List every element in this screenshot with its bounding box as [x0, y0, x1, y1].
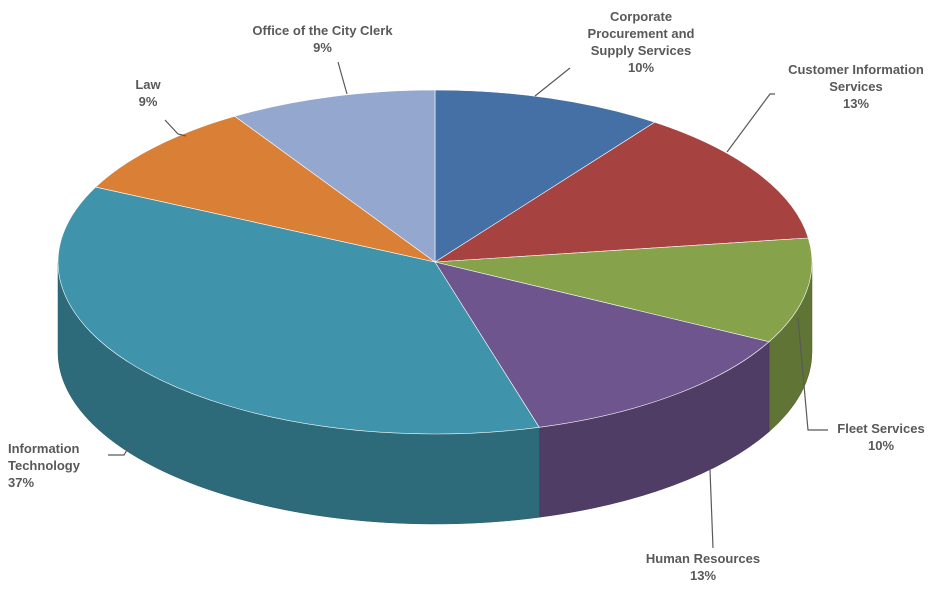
category-label: Corporate Procurement and Supply Service… — [587, 9, 695, 58]
slice — [234, 89, 436, 263]
category-label: Customer Information Services — [788, 62, 924, 94]
value-label: 10% — [627, 60, 655, 75]
category-label: Law — [135, 77, 161, 92]
category-label: Information Technology — [8, 441, 80, 473]
category-label: Human Resources — [645, 551, 761, 566]
slice — [57, 186, 540, 435]
value-label: 13% — [689, 568, 717, 583]
leader-line — [797, 317, 828, 431]
leader-line — [164, 119, 187, 137]
data-label: Human Resources 13% — [628, 550, 778, 584]
leader-line — [726, 93, 775, 153]
slice — [95, 115, 436, 263]
slice — [434, 89, 656, 263]
slice — [434, 261, 770, 428]
value-label: 37% — [8, 475, 35, 490]
pie-tops — [57, 89, 813, 435]
data-label: Information Technology 37% — [8, 440, 108, 491]
data-label: Customer Information Services 13% — [770, 61, 938, 112]
value-label: 10% — [867, 438, 895, 453]
data-label: Fleet Services 10% — [825, 420, 937, 454]
leader-line — [709, 469, 714, 549]
leader-line — [337, 61, 348, 95]
data-label: Law 9% — [118, 76, 178, 110]
data-label: Office of the City Clerk 9% — [230, 22, 415, 56]
slice — [434, 237, 813, 343]
slice — [434, 121, 809, 263]
category-label: Office of the City Clerk — [252, 23, 393, 38]
data-label: Corporate Procurement and Supply Service… — [571, 8, 711, 76]
leader-line — [108, 444, 131, 456]
value-label: 9% — [313, 40, 332, 55]
leader-line — [534, 67, 571, 97]
value-label: 13% — [842, 96, 870, 111]
category-label: Fleet Services — [837, 421, 925, 436]
value-label: 9% — [138, 94, 158, 109]
